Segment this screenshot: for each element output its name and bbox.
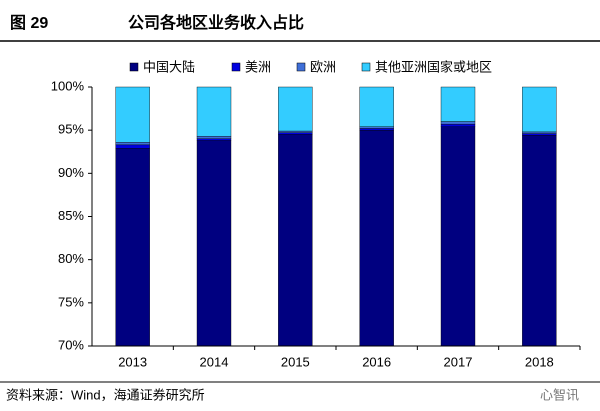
x-tick-label: 2017 (444, 354, 473, 369)
x-tick-label: 2016 (362, 354, 391, 369)
bar-segment (196, 86, 232, 137)
x-tick-label: 2014 (200, 354, 229, 369)
bar-segment (115, 86, 150, 143)
legend-swatch (361, 62, 371, 72)
bar-segment (359, 128, 394, 131)
watermark: 心智讯 (540, 387, 579, 402)
legend-label: 欧洲 (310, 59, 336, 74)
bar-segment (522, 86, 557, 133)
bar-segment (440, 123, 476, 127)
bar-segment (196, 140, 232, 347)
y-tick-label: 85% (58, 208, 84, 223)
x-tick-label: 2013 (118, 354, 147, 369)
legend-swatch (296, 62, 306, 72)
figure-label: 图 29 (10, 14, 48, 32)
chart-title: 公司各地区业务收入占比 (128, 13, 304, 32)
y-tick-label: 80% (58, 251, 84, 266)
x-tick-label: 2018 (525, 354, 554, 369)
bar-segment (115, 144, 150, 149)
bar-segment (359, 129, 394, 347)
legend-swatch (129, 62, 139, 72)
bar-segment (115, 148, 150, 347)
bar-segment (278, 130, 313, 133)
bar-segment (440, 86, 476, 122)
y-tick-label: 70% (58, 337, 84, 352)
bar-segment (196, 136, 232, 140)
bar-segment (278, 86, 313, 132)
y-tick-label: 75% (58, 294, 84, 309)
y-tick-label: 95% (58, 122, 84, 137)
y-tick-label: 100% (51, 78, 85, 93)
bar-segment (440, 126, 476, 347)
bar-segment (522, 131, 557, 134)
legend-label: 其他亚洲国家或地区 (375, 59, 492, 74)
source: 资料来源：Wind，海通证券研究所 (6, 387, 205, 402)
y-tick-label: 90% (58, 165, 84, 180)
bar-segment (359, 86, 394, 127)
bar-segment (196, 138, 232, 141)
legend-label: 中国大陆 (143, 59, 195, 74)
bar-segment (115, 142, 150, 146)
bar-segment (522, 135, 557, 347)
bar-segment (359, 126, 394, 129)
x-tick-label: 2015 (281, 354, 310, 369)
bar-segment (440, 121, 476, 125)
bar-segment (278, 134, 313, 347)
bar-segment (278, 132, 313, 135)
bar-segment (522, 133, 557, 136)
legend-label: 美洲 (245, 59, 271, 74)
legend-swatch (231, 62, 241, 72)
